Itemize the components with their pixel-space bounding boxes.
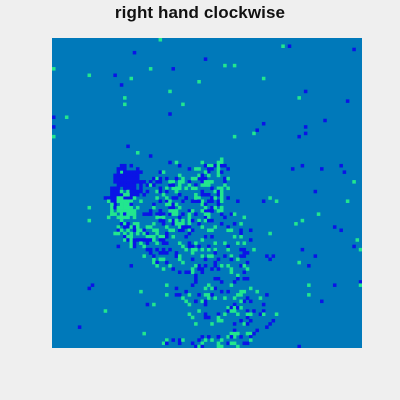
figure-title: right hand clockwise — [114, 3, 286, 22]
image-axes — [52, 38, 362, 348]
motion-map-image — [52, 38, 362, 348]
